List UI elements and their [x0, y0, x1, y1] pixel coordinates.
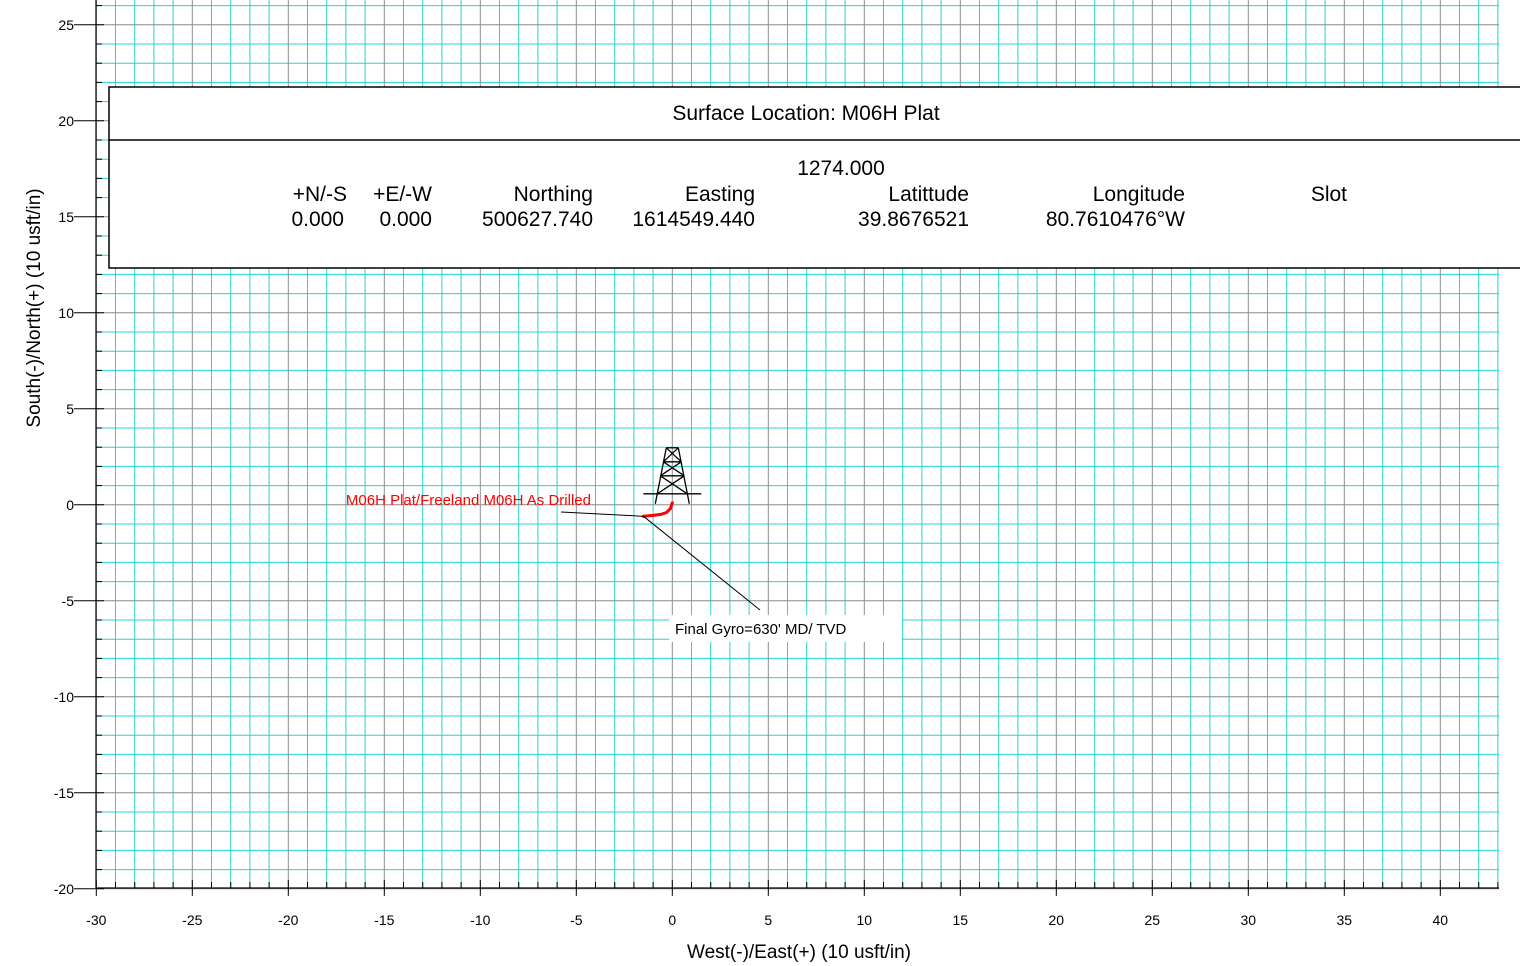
- rig-cross: [662, 447, 679, 463]
- rig-icon: [643, 447, 702, 504]
- header-northing: Northing: [514, 183, 593, 206]
- rig-cross: [662, 461, 685, 477]
- surface-location-box: Surface Location: M06H Plat 1274.000 +N/…: [108, 86, 1520, 269]
- x-tick-label: 0: [668, 912, 676, 928]
- value-ew: 0.000: [379, 208, 432, 231]
- y-tick-label: -15: [54, 785, 74, 801]
- x-tick-label: 15: [953, 912, 969, 928]
- x-tick-label: -25: [182, 912, 202, 928]
- x-tick-label: -30: [86, 912, 106, 928]
- gyro-label-leader: [643, 515, 761, 611]
- well-label-leader: [560, 511, 644, 517]
- y-tick-label: 20: [58, 113, 74, 129]
- x-tick-label: 10: [857, 912, 873, 928]
- rig-cross: [659, 475, 688, 495]
- x-tick-label: -5: [570, 912, 583, 928]
- well-name-label: M06H Plat/Freeland M06H As Drilled: [346, 492, 591, 509]
- header-slot: Slot: [1311, 183, 1347, 206]
- well-path-group: [642, 501, 674, 518]
- x-tick-label: 25: [1145, 912, 1161, 928]
- value-easting: 1614549.440: [632, 208, 755, 231]
- well-path-point: [659, 513, 663, 516]
- y-tick-label: 0: [66, 497, 74, 513]
- x-tick-label: 40: [1433, 912, 1449, 928]
- y-tick-label: 10: [58, 305, 74, 321]
- header-longitude: Longitude: [1093, 183, 1185, 206]
- axes: -30 -25 -20 -15 -10 -5 0 5 10 15 20 25 30 35 40 -20 -15 -…: [54, 0, 1499, 928]
- header-ns: +N/-S: [293, 183, 347, 206]
- x-tick-label: 5: [764, 912, 772, 928]
- well-path-point: [665, 511, 668, 514]
- value-longitude: 80.7610476°W: [1046, 208, 1185, 231]
- y-tick-label: 15: [58, 209, 74, 225]
- x-tick-label: 35: [1337, 912, 1353, 928]
- x-tick-label: -10: [470, 912, 490, 928]
- x-tick-label: 20: [1049, 912, 1065, 928]
- header-latitude: Latittude: [888, 183, 969, 206]
- well-path-point: [670, 501, 674, 505]
- y-tick-label: 5: [66, 401, 74, 417]
- x-tick-label: -20: [278, 912, 298, 928]
- header-easting: Easting: [685, 183, 755, 206]
- rig-cross: [665, 447, 682, 463]
- well-path-point: [651, 513, 655, 517]
- final-gyro-label: Final Gyro=630' MD/ TVD: [675, 621, 847, 638]
- y-tick-label: 25: [58, 17, 74, 33]
- y-tick-label: -20: [54, 881, 74, 897]
- header-ew: +E/-W: [373, 183, 432, 206]
- y-tick-label: -5: [62, 593, 75, 609]
- value-latitude: 39.8676521: [858, 208, 969, 231]
- x-axis-title: West(-)/East(+) (10 usft/in): [687, 942, 911, 963]
- value-northing: 500627.740: [482, 208, 593, 231]
- rig-cross: [656, 475, 685, 495]
- rig-cross: [659, 461, 682, 477]
- elevation-value: 1274.000: [797, 157, 885, 180]
- well-path-point: [668, 507, 672, 511]
- y-tick-label: -10: [54, 689, 74, 705]
- value-ns: 0.000: [291, 208, 344, 231]
- x-tick-label: 30: [1241, 912, 1257, 928]
- annotations: M06H Plat/Freeland M06H As Drilled Final…: [346, 492, 902, 642]
- x-tick-label: -15: [374, 912, 394, 928]
- surface-location-title: Surface Location: M06H Plat: [672, 102, 939, 125]
- y-axis-title: South(-)/North(+) (10 usft/in): [24, 188, 45, 427]
- gyro-label-box: [669, 615, 902, 642]
